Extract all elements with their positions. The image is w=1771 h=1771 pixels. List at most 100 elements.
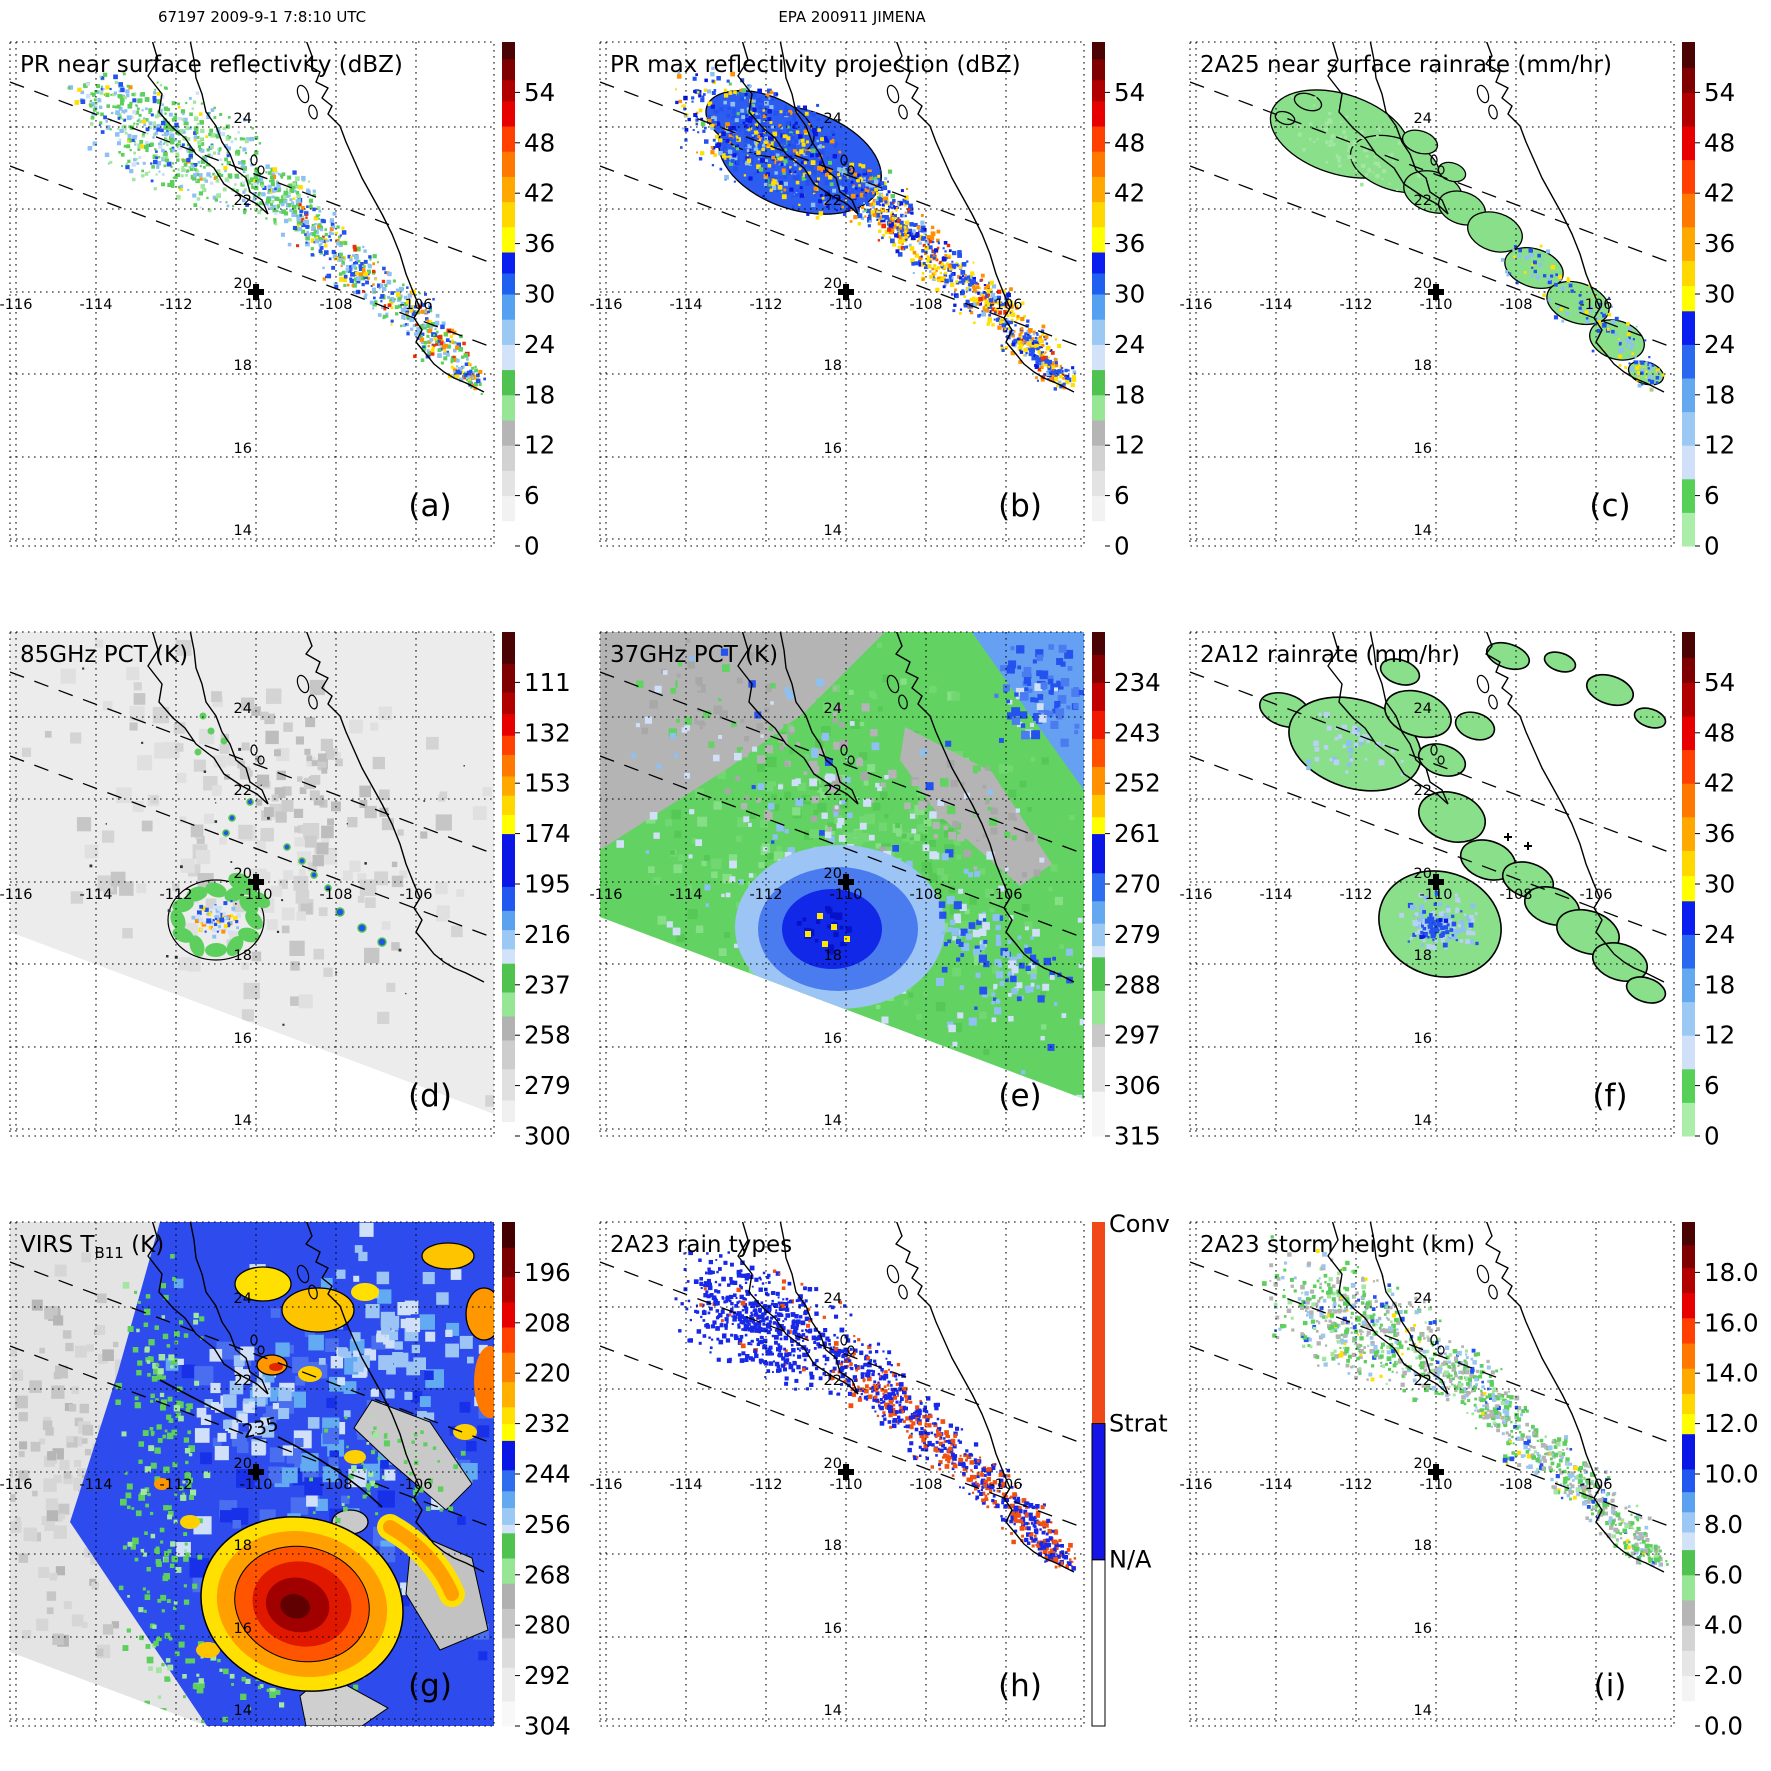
colorbar-tick-label: 36: [1704, 229, 1735, 258]
colorbar-tick-label: 18: [524, 380, 555, 409]
storm-center-marker: [1428, 874, 1444, 890]
lat-label: 24: [1414, 111, 1432, 127]
lat-label: 16: [234, 1031, 252, 1047]
lon-label: -110: [830, 297, 863, 313]
colorbar-tick-label: 174: [524, 819, 571, 848]
lat-label: 22: [1414, 783, 1432, 799]
coastline: [147, 1222, 485, 1573]
colorbar-tick-label: 24: [1114, 330, 1145, 359]
panel-letter: (b): [998, 488, 1042, 524]
lat-label: 16: [1414, 441, 1432, 457]
panel-f: -116 -114 -112 -110 -108 -106 24 22 20 18 16 14 2A12…: [1180, 590, 1770, 1180]
colorbar-tick-label: 48: [524, 128, 555, 157]
axis-labels: -116 -114 -112 -110 -108 -106 24 22 20 18 16 14: [590, 111, 1022, 539]
colorbar-tick-label: 300: [524, 1122, 571, 1151]
lat-label: 18: [234, 358, 252, 374]
lon-label: -108: [1500, 1477, 1533, 1493]
colorbar-tick-label: 4.0: [1704, 1611, 1743, 1640]
lon-label: -108: [910, 1477, 943, 1493]
colorbar-tick-label: 292: [524, 1661, 571, 1690]
lon-label: -114: [80, 297, 113, 313]
lat-label: 20: [1414, 1456, 1432, 1472]
colorbar: 300 279 258 237 216 195 174 153 132 111: [502, 632, 571, 1151]
panel-title: 37GHz PCT (K): [610, 642, 778, 668]
colorbar-tick-label: 0: [1704, 532, 1720, 561]
storm-center-marker: [248, 874, 264, 890]
lat-lon-grid: [599, 41, 1085, 547]
storm-center-marker: [248, 1464, 264, 1480]
colorbar-tick-label: 6: [524, 481, 540, 510]
lat-label: 14: [1414, 1113, 1432, 1129]
lon-label: -110: [1420, 1477, 1453, 1493]
colorbar-tick-label: 54: [1114, 78, 1145, 107]
colorbar-tick-label: 54: [1704, 668, 1735, 697]
panel-e-canvas: -116 -114 -112 -110 -108 -106 24 22 20 18 16 14 37GH…: [590, 631, 1161, 1151]
colorbar-tick-label: 36: [1114, 229, 1145, 258]
colorbar-tick-label: 18: [1704, 970, 1735, 999]
colorbar-tick-label: 232: [524, 1409, 571, 1438]
lat-label: 22: [824, 783, 842, 799]
lat-label: 18: [234, 948, 252, 964]
lon-label: -116: [0, 297, 32, 313]
lat-label: 22: [1414, 193, 1432, 209]
lat-label: 16: [1414, 1031, 1432, 1047]
colorbar-tick-label: 244: [524, 1460, 571, 1489]
colorbar: 315 306 297 288 279 270 261 252 243 234: [1092, 632, 1161, 1151]
lon-label: -110: [1420, 887, 1453, 903]
lon-label: -114: [80, 887, 113, 903]
lat-lon-grid: [1189, 1221, 1675, 1727]
colorbar-tick-label: 252: [1114, 769, 1161, 798]
colorbar-tick-label: 48: [1704, 128, 1735, 157]
lon-label: -106: [990, 887, 1023, 903]
colorbar-tick-label: 220: [524, 1359, 571, 1388]
panel-h-canvas: -116 -114 -112 -110 -108 -106 24 22 20 18 16 14 2A23…: [590, 1210, 1170, 1727]
lat-label: 14: [234, 1703, 252, 1719]
lon-label: -112: [750, 1477, 783, 1493]
lon-label: -110: [1420, 297, 1453, 313]
panel-title: PR near surface reflectivity (dBZ): [20, 52, 403, 78]
lat-label: 24: [824, 1291, 842, 1307]
lat-label: 18: [234, 1538, 252, 1554]
colorbar-tick-label: 18: [1114, 380, 1145, 409]
panel-i: -116 -114 -112 -110 -108 -106 24 22 20 18 16 14 2A23…: [1180, 1180, 1770, 1770]
coastline: [737, 1222, 1075, 1573]
swath-edge-lines: [1190, 1261, 1674, 1529]
axis-labels: -116 -114 -112 -110 -108 -106 24 22 20 18 16 14: [0, 1291, 432, 1719]
axis-labels: -116 -114 -112 -110 -108 -106 24 22 20 18 16 14: [1180, 111, 1612, 539]
lon-label: -106: [990, 297, 1023, 313]
swath-edge-lines: [10, 1261, 494, 1529]
coastline: [737, 632, 1075, 983]
lon-label: -108: [320, 887, 353, 903]
colorbar: 0 6 12 18 24 30 36 42 48 54: [1092, 42, 1145, 561]
lon-label: -114: [670, 297, 703, 313]
lon-label: -108: [910, 887, 943, 903]
colorbar-tick-label: 36: [524, 229, 555, 258]
storm-center-marker: [248, 284, 264, 300]
lon-label: -106: [400, 1477, 433, 1493]
colorbar-tick-label: 270: [1114, 870, 1161, 899]
colorbar-category-label: N/A: [1109, 1546, 1152, 1574]
colorbar-tick-label: 12: [1114, 431, 1145, 460]
lat-label: 20: [824, 866, 842, 882]
lon-label: -112: [1340, 887, 1373, 903]
lon-label: -116: [590, 887, 622, 903]
panel-letter: (d): [408, 1078, 452, 1114]
panel-b-canvas: -116 -114 -112 -110 -108 -106 24 22 20 18 16 14 PR m…: [590, 41, 1145, 561]
coastline: [1327, 42, 1665, 393]
lat-label: 18: [824, 1538, 842, 1554]
colorbar-tick-label: 237: [524, 970, 571, 999]
data-field: [1269, 89, 1666, 392]
colorbar-tick-label: 297: [1114, 1021, 1161, 1050]
lon-label: -106: [1580, 887, 1613, 903]
colorbar-tick-label: 195: [524, 870, 571, 899]
panel-d: -116 -114 -112 -110 -108 -106 24 22 20 18 16 14 85GH…: [0, 590, 590, 1180]
header-orbit-time: 67197 2009-9-1 7:8:10 UTC: [157, 8, 367, 26]
lat-label: 20: [234, 276, 252, 292]
lon-label: -112: [160, 1477, 193, 1493]
lon-label: -116: [0, 1477, 32, 1493]
lon-label: -114: [80, 1477, 113, 1493]
colorbar-tick-label: 196: [524, 1258, 571, 1287]
lon-label: -108: [1500, 297, 1533, 313]
lat-label: 16: [824, 1031, 842, 1047]
colorbar-tick-label: 10.0: [1704, 1460, 1759, 1489]
